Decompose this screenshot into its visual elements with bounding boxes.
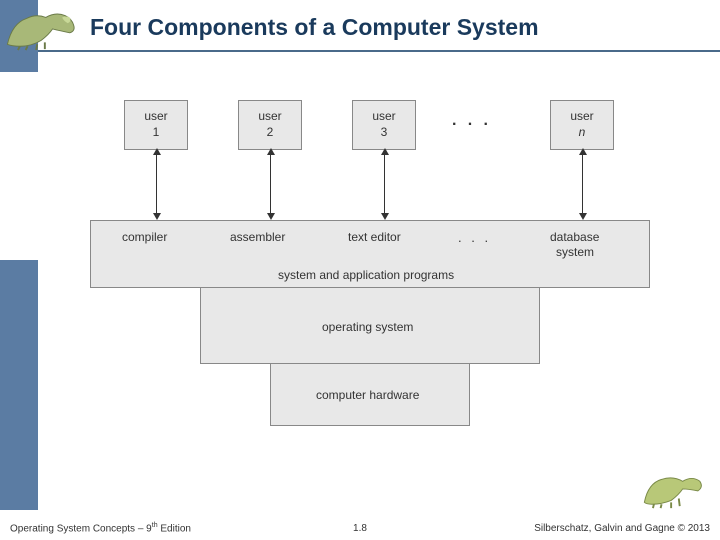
page-title: Four Components of a Computer System — [90, 14, 539, 41]
user-box-line1: user — [125, 109, 187, 125]
footer-copyright: Silberschatz, Galvin and Gagne © 2013 — [534, 523, 710, 534]
arrow-head-up-icon — [153, 148, 161, 155]
arrow-line — [156, 153, 157, 215]
footer-page-number: 1.8 — [353, 523, 367, 534]
sidebar-gap — [0, 72, 38, 260]
hw-caption: computer hardware — [316, 388, 419, 402]
user-box-1: user 1 — [124, 100, 188, 150]
user-box-line2: 3 — [353, 125, 415, 141]
arrow-head-up-icon — [267, 148, 275, 155]
programs-caption: system and application programs — [278, 268, 454, 282]
user-ellipsis: · · · — [452, 116, 492, 134]
user-box-n: user n — [550, 100, 614, 150]
program-label-assembler: assembler — [230, 230, 285, 244]
user-box-line1: user — [239, 109, 301, 125]
program-label-texteditor: text editor — [348, 230, 401, 244]
arrow-head-down-icon — [267, 213, 275, 220]
footer-left: Operating System Concepts – 9th Edition — [10, 522, 191, 534]
system-layers-diagram: user 1 user 2 user 3 · · · user n compil… — [60, 90, 680, 470]
user-box-line1: user — [353, 109, 415, 125]
os-caption: operating system — [322, 320, 413, 334]
arrow-line — [582, 153, 583, 215]
arrow-head-up-icon — [381, 148, 389, 155]
program-label-db1: database — [550, 230, 599, 244]
user-box-line2: 1 — [125, 125, 187, 141]
arrow-head-up-icon — [579, 148, 587, 155]
arrow-head-down-icon — [153, 213, 161, 220]
dinosaur-icon — [2, 4, 80, 52]
user-box-3: user 3 — [352, 100, 416, 150]
user-box-2: user 2 — [238, 100, 302, 150]
slide-footer: Operating System Concepts – 9th Edition … — [0, 518, 720, 540]
arrow-line — [384, 153, 385, 215]
arrow-line — [270, 153, 271, 215]
user-box-line2: n — [551, 125, 613, 141]
arrow-head-down-icon — [381, 213, 389, 220]
dinosaur-icon — [640, 466, 708, 510]
program-label-db2: system — [556, 245, 594, 259]
program-ellipsis: . . . — [458, 230, 491, 245]
program-label-compiler: compiler — [122, 230, 167, 244]
footer-left-tail: Edition — [158, 523, 191, 534]
arrow-head-down-icon — [579, 213, 587, 220]
title-underline — [38, 50, 720, 52]
user-box-line1: user — [551, 109, 613, 125]
user-box-line2: 2 — [239, 125, 301, 141]
footer-left-prefix: Operating System Concepts – 9 — [10, 523, 152, 534]
